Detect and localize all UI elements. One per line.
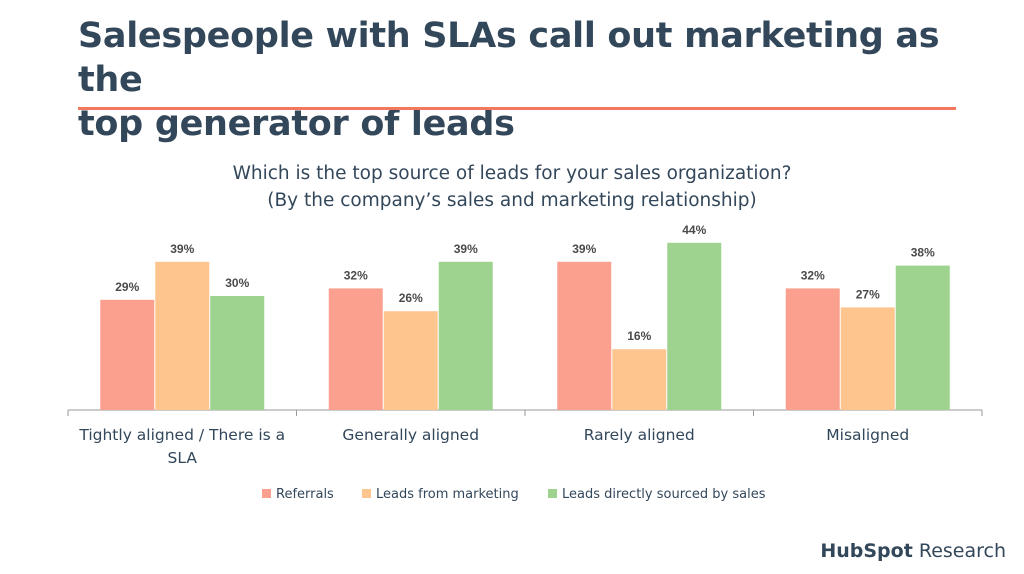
x-tick-label: Misaligned [826, 426, 909, 444]
brand-name: HubSpot [820, 540, 913, 562]
x-tick-label: Tightly aligned / There is a [78, 426, 285, 444]
bar [155, 261, 210, 410]
x-tick-label: Rarely aligned [584, 426, 695, 444]
data-label: 39% [454, 242, 478, 256]
bar [383, 311, 438, 410]
data-label: 32% [801, 268, 825, 282]
brand-suffix: Research [918, 540, 1006, 562]
legend-label: Referrals [276, 487, 334, 502]
data-label: 39% [572, 242, 596, 256]
legend-swatch [262, 489, 271, 498]
legend-label: Leads from marketing [376, 487, 519, 502]
bar [210, 296, 265, 410]
chart-title: Which is the top source of leads for you… [0, 160, 1024, 214]
title-underline [78, 107, 956, 110]
data-label: 26% [399, 291, 423, 305]
data-label: 29% [115, 280, 139, 294]
bar [785, 288, 840, 410]
brand-logo: HubSpot Research [820, 540, 1006, 562]
slide-title-line-2: top generator of leads [78, 104, 515, 144]
bar [895, 265, 950, 410]
legend-swatch [548, 489, 557, 498]
data-label: 30% [225, 276, 249, 290]
bar [438, 261, 493, 410]
slide-title: Salespeople with SLAs call out marketing… [78, 14, 978, 146]
data-label: 38% [911, 246, 935, 260]
data-label: 44% [682, 223, 706, 237]
x-tick-label: SLA [168, 449, 198, 467]
bar [557, 261, 612, 410]
slide-title-line-1: Salespeople with SLAs call out marketing… [78, 16, 940, 100]
bar [667, 242, 722, 410]
legend-swatch [362, 489, 371, 498]
data-label: 27% [856, 287, 880, 301]
data-label: 16% [627, 329, 651, 343]
bar [612, 349, 667, 410]
data-label: 39% [170, 242, 194, 256]
bar [100, 299, 155, 410]
x-tick-label: Generally aligned [342, 426, 479, 444]
chart-title-line-1: Which is the top source of leads for you… [232, 163, 792, 184]
legend-label: Leads directly sourced by sales [562, 487, 766, 502]
data-label: 32% [344, 268, 368, 282]
chart-title-line-2: (By the company’s sales and marketing re… [267, 190, 757, 211]
bar [840, 307, 895, 410]
bar [328, 288, 383, 410]
